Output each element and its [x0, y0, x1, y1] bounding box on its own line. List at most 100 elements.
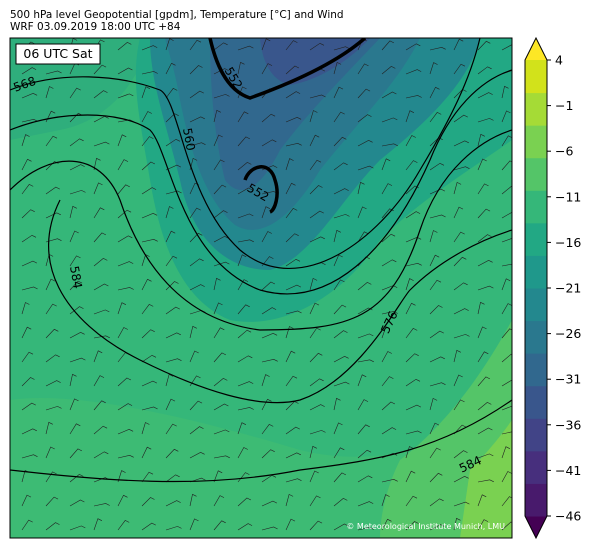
barb: [117, 134, 127, 147]
barb: [333, 355, 349, 363]
barb: [429, 112, 442, 123]
barb: [261, 424, 274, 435]
barb: [93, 451, 109, 459]
barb: [261, 500, 278, 507]
barb: [453, 166, 470, 171]
barb: [69, 205, 77, 219]
colorbar-band: [525, 320, 547, 354]
colorbar-band: [525, 92, 547, 126]
colorbar-tick-label: −41: [555, 463, 581, 478]
barb: [285, 233, 299, 243]
barb: [429, 254, 440, 267]
barb: [333, 61, 342, 75]
barb: [141, 446, 152, 459]
barb: [405, 378, 421, 387]
barb: [501, 278, 511, 291]
barb: [453, 256, 467, 267]
barb: [333, 523, 349, 531]
barb: [429, 447, 441, 459]
barb: [429, 498, 444, 507]
barb: [501, 446, 511, 459]
barb: [21, 134, 30, 147]
barb: [381, 478, 398, 483]
barb: [165, 306, 180, 315]
colorbar-band: [525, 157, 547, 191]
barb: [477, 301, 485, 315]
barb: [213, 134, 223, 147]
barb: [501, 353, 512, 363]
barb: [477, 494, 487, 507]
barb: [477, 326, 487, 339]
barb: [237, 279, 249, 291]
barb: [261, 526, 278, 531]
barb: [237, 136, 251, 147]
barb: [69, 164, 85, 171]
barb: [381, 158, 391, 171]
barb: [333, 188, 349, 195]
barb: [213, 403, 229, 411]
barb: [333, 111, 345, 123]
barb: [285, 350, 296, 363]
barb: [453, 282, 468, 291]
barb: [45, 471, 57, 483]
barb: [405, 521, 419, 531]
barb: [261, 398, 272, 411]
barb: [141, 354, 157, 363]
barb: [429, 279, 442, 291]
barb: [21, 286, 38, 291]
colorbar-extend: [525, 516, 547, 538]
barb: [93, 309, 110, 315]
barb: [261, 206, 271, 219]
barb: [405, 43, 421, 51]
barb: [285, 493, 294, 507]
barb: [285, 284, 302, 291]
colorbar: 4 −1 −6 −11 −16 −21 −26 −31 −36 −41 −46: [524, 36, 581, 540]
barb: [21, 234, 37, 243]
barb: [93, 375, 105, 387]
colorbar-band: [525, 450, 547, 484]
barb: [213, 184, 227, 195]
barb: [381, 91, 397, 99]
barb: [429, 524, 445, 531]
barb: [189, 116, 205, 123]
barb: [93, 207, 105, 219]
barb: [45, 135, 58, 147]
barb: [189, 350, 199, 363]
barb: [21, 158, 32, 171]
barb: [381, 143, 398, 147]
barb: [429, 86, 440, 99]
barb: [237, 407, 254, 411]
barb: [237, 523, 253, 531]
barb: [453, 38, 464, 51]
colorbar-tick-label: −31: [555, 372, 581, 387]
barb: [501, 379, 512, 387]
barb: [261, 113, 276, 123]
barb: [93, 400, 106, 411]
barb: [165, 358, 182, 363]
barb: [165, 500, 181, 507]
barb: [333, 447, 345, 459]
barb: [213, 277, 221, 291]
barb: [237, 213, 254, 219]
barb: [117, 377, 132, 387]
barb: [69, 331, 85, 339]
barb: [21, 209, 35, 219]
barb: [261, 358, 278, 363]
barb: [501, 496, 512, 507]
barb: [21, 519, 33, 531]
barb: [357, 114, 372, 123]
barb: [69, 398, 79, 411]
barb: [501, 471, 512, 483]
barb: [21, 118, 38, 123]
barb: [405, 110, 415, 123]
barb: [333, 136, 347, 147]
barb: [213, 327, 225, 339]
barb: [21, 454, 38, 459]
colorbar-band: [525, 483, 547, 517]
colorbar-tick-label: −1: [555, 98, 573, 113]
barb: [141, 278, 152, 291]
barb: [69, 306, 84, 315]
barb: [117, 42, 132, 51]
barb: [69, 474, 84, 483]
barb: [45, 70, 62, 75]
